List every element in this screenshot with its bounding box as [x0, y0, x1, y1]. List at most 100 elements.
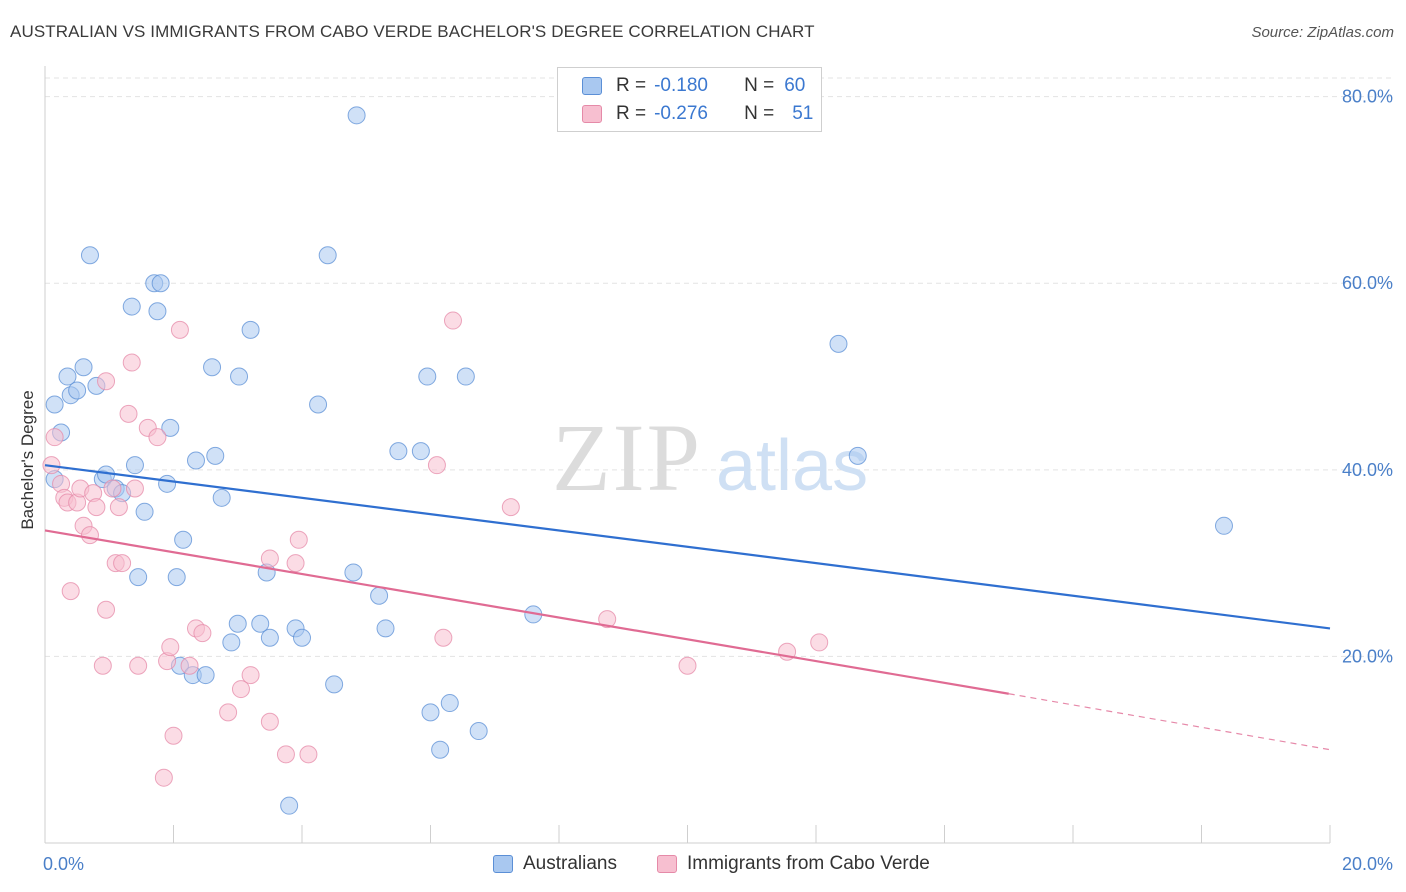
scatter-point: [376, 619, 395, 638]
scatter-point: [58, 367, 77, 386]
scatter-point: [260, 712, 279, 731]
scatter-point: [440, 694, 459, 713]
scatter-point: [170, 320, 189, 339]
bottom-legend-swatch-australians: [493, 855, 513, 873]
scatter-point: [230, 367, 249, 386]
scatter-point: [109, 498, 128, 517]
scatter-point: [135, 502, 154, 521]
scatter-point: [80, 246, 99, 265]
scatter-point: [228, 614, 247, 633]
scatter-point: [427, 456, 446, 475]
scatter-point: [103, 479, 122, 498]
scatter-point: [74, 358, 93, 377]
legend-n-label: N =: [744, 75, 775, 96]
scatter-point: [443, 311, 462, 330]
scatter-point: [848, 446, 867, 465]
scatter-point: [241, 320, 260, 339]
scatter-point: [122, 353, 141, 372]
scatter-point: [370, 586, 389, 605]
scatter-point: [431, 740, 450, 759]
scatter-point: [122, 297, 141, 316]
scatter-point: [196, 666, 215, 685]
trend-line-extension: [1008, 693, 1331, 751]
scatter-point: [1214, 516, 1233, 535]
scatter-point: [251, 614, 270, 633]
scatter-point: [289, 530, 308, 549]
legend-n-value-cabo-verde: 51: [792, 103, 814, 124]
scatter-point: [148, 302, 167, 321]
source-credit: Source: ZipAtlas.com: [1251, 24, 1394, 41]
scatter-point: [87, 498, 106, 517]
scatter-point: [260, 628, 279, 647]
scatter-point: [434, 628, 453, 647]
scatter-point: [161, 638, 180, 657]
scatter-point: [418, 367, 437, 386]
legend-row-cabo-verde: R = -0.276 N = 51: [582, 102, 813, 126]
x-tick-label: 0.0%: [43, 854, 84, 874]
scatter-point: [158, 474, 177, 493]
scatter-point: [260, 549, 279, 568]
scatter-point: [829, 334, 848, 353]
scatter-point: [68, 381, 87, 400]
scatter-point: [151, 274, 170, 293]
scatter-point: [299, 745, 318, 764]
legend-r-label: R =: [616, 75, 647, 96]
bottom-legend-swatch-cabo-verde: [657, 855, 677, 873]
legend-r-label: R =: [616, 103, 647, 124]
scatter-point: [206, 446, 225, 465]
scatter-point: [456, 367, 475, 386]
scatter-point: [325, 675, 344, 694]
bottom-legend-cabo-verde: Immigrants from Cabo Verde: [657, 851, 930, 877]
y-tick-label: 20.0%: [1342, 646, 1393, 666]
scatter-point: [97, 600, 116, 619]
scatter-point: [119, 404, 138, 423]
scatter-point: [309, 395, 328, 414]
legend-r-value-australians: -0.180: [654, 75, 708, 96]
scatter-point: [125, 479, 144, 498]
scatter-point: [193, 624, 212, 643]
scatter-point: [241, 666, 260, 685]
legend-n-value-australians: 60: [784, 75, 806, 96]
svg-text:ZIP: ZIP: [552, 404, 702, 511]
chart-title: AUSTRALIAN VS IMMIGRANTS FROM CABO VERDE…: [10, 22, 815, 41]
legend-swatch-australians: [582, 77, 602, 95]
scatter-point: [293, 628, 311, 647]
scatter-point: [286, 554, 305, 573]
scatter-point: [97, 372, 116, 391]
bottom-legend-label-cabo-verde: Immigrants from Cabo Verde: [687, 853, 930, 874]
series-cabo-verde: [42, 311, 829, 787]
grid-lines: [45, 77, 1392, 657]
scatter-point: [45, 395, 64, 414]
y-tick-label: 60.0%: [1342, 273, 1393, 293]
scatter-point: [280, 796, 299, 815]
trend-line: [44, 464, 1331, 630]
scatter-point: [180, 656, 199, 675]
y-tick-label: 40.0%: [1342, 460, 1393, 480]
scatter-point: [161, 418, 180, 437]
scatter-point: [231, 680, 250, 699]
watermark: ZIP atlas: [552, 404, 868, 511]
x-tick-label: 20.0%: [1342, 854, 1393, 874]
scatter-point: [203, 358, 222, 377]
scatter-point: [222, 633, 241, 652]
scatter-point: [80, 526, 99, 545]
scatter-point: [469, 722, 488, 741]
scatter-point: [125, 456, 144, 475]
axes: [44, 66, 1331, 844]
scatter-point: [129, 568, 148, 587]
scatter-point: [411, 442, 430, 461]
axis-labels: 20.0% 40.0% 60.0% 80.0% 0.0% 20.0% Bachelor's …: [18, 87, 1393, 874]
stats-legend: R = -0.180 N = 60 R = -0.276 N = 51: [557, 67, 822, 132]
scatter-point: [389, 442, 408, 461]
scatter-point: [45, 428, 64, 447]
trend-line: [44, 529, 1009, 695]
scatter-point: [276, 745, 295, 764]
svg-text:atlas: atlas: [716, 426, 868, 506]
scatter-point: [810, 633, 829, 652]
scatter-point: [186, 451, 205, 470]
scatter-point: [174, 530, 193, 549]
scatter-point: [164, 726, 183, 745]
y-axis-label: Bachelor's Degree: [18, 390, 37, 529]
scatter-point: [421, 703, 440, 722]
